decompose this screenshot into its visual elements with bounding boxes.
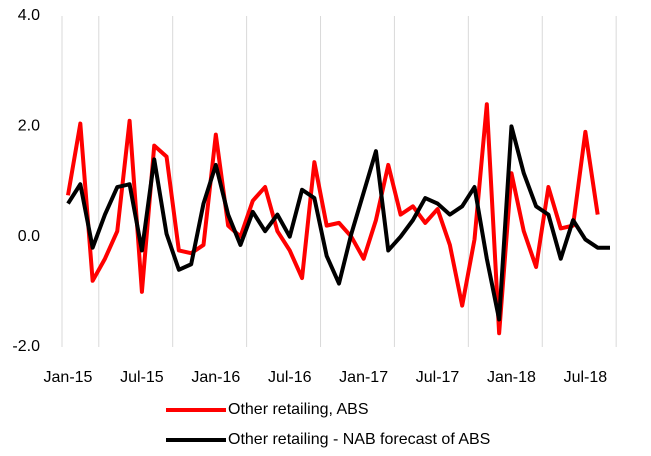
x-tick-label: Jul-18 bbox=[564, 369, 608, 386]
y-tick-label: 2.0 bbox=[18, 118, 40, 135]
x-tick-label: Jan-18 bbox=[487, 369, 536, 386]
x-tick-label: Jan-16 bbox=[191, 369, 240, 386]
series-line bbox=[66, 102, 600, 336]
legend-label: Other retailing, ABS bbox=[228, 401, 369, 418]
x-tick-label: Jul-16 bbox=[268, 369, 312, 386]
x-tick-label: Jan-15 bbox=[44, 369, 93, 386]
x-tick-label: Jul-17 bbox=[416, 369, 460, 386]
x-tick-label: Jan-17 bbox=[339, 369, 388, 386]
y-tick-label: 0.0 bbox=[18, 228, 40, 245]
y-tick-label: 4.0 bbox=[18, 7, 40, 24]
x-tick-label: Jul-15 bbox=[120, 369, 164, 386]
legend-label: Other retailing - NAB forecast of ABS bbox=[228, 431, 490, 448]
y-tick-label: -2.0 bbox=[12, 338, 40, 355]
series-line bbox=[66, 124, 610, 322]
